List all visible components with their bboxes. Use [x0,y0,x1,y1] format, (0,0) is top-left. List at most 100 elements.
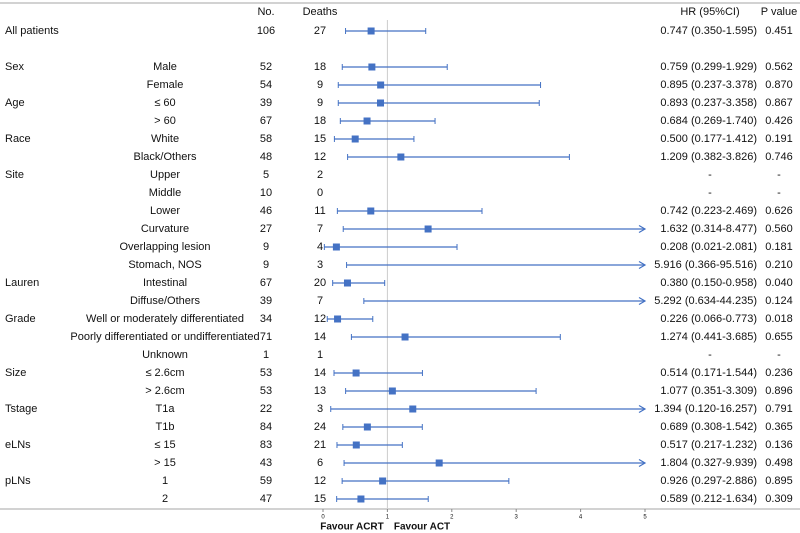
deaths-value: 7 [317,295,323,307]
n-value: 58 [260,133,272,145]
p-value: 0.210 [765,259,793,271]
x-tick-label: 1 [386,515,390,521]
subgroup-label: 1 [162,475,168,487]
x-tick-label: 2 [450,515,454,521]
header-n: No. [257,6,274,18]
group-label: Age [5,97,25,109]
p-value: - [777,187,781,199]
deaths-value: 11 [314,205,325,217]
hr-marker [424,225,432,233]
subgroup-label: > 60 [154,115,176,127]
hr-text: - [708,187,712,199]
x-tick-label: 3 [515,515,519,521]
n-value: 52 [260,61,272,73]
hr-text: 0.926 (0.297-2.886) [660,475,757,487]
subgroup-label: Overlapping lesion [119,241,210,253]
deaths-value: 6 [317,457,323,469]
hr-marker [401,333,409,341]
deaths-value: 3 [317,259,323,271]
subgroup-label: ≤ 2.6cm [145,367,184,379]
subgroup-label: Upper [150,169,180,181]
hr-marker [377,99,385,107]
hr-text: 0.689 (0.308-1.542) [660,421,757,433]
deaths-value: 24 [314,421,326,433]
hr-text: 1.209 (0.382-3.826) [660,151,757,163]
n-value: 67 [260,277,272,289]
hr-marker [352,369,360,377]
hr-marker [332,243,340,251]
n-value: 54 [260,79,272,91]
p-value: 0.426 [765,115,793,127]
hr-marker [343,279,351,287]
hr-text: 0.500 (0.177-1.412) [660,133,757,145]
hr-marker [409,405,417,413]
x-tick-label: 0 [321,515,325,521]
deaths-value: 4 [317,241,323,253]
subgroup-label: Unknown [142,349,188,361]
deaths-value: 12 [314,475,326,487]
p-value: 0.181 [765,241,793,253]
n-value: 106 [257,25,275,37]
n-value: 9 [263,259,269,271]
hr-text: 1.077 (0.351-3.309) [660,385,757,397]
p-value: 0.655 [765,331,793,343]
n-value: 67 [260,115,272,127]
hr-text: 0.893 (0.237-3.358) [660,97,757,109]
p-value: 0.236 [765,367,793,379]
p-value: - [777,169,781,181]
ci-arrow [638,296,647,306]
p-value: 0.896 [765,385,793,397]
subgroup-label: 2 [162,493,168,505]
n-value: 5 [263,169,269,181]
hr-text: 0.742 (0.223-2.469) [660,205,757,217]
deaths-value: 12 [314,313,326,325]
hr-text: - [708,169,712,181]
deaths-value: 20 [314,277,326,289]
subgroup-label: Male [153,61,177,73]
deaths-value: 9 [317,97,323,109]
n-value: 34 [260,313,272,325]
header-p: P value [761,6,798,18]
deaths-value: 7 [317,223,323,235]
hr-text: 1.274 (0.441-3.685) [660,331,757,343]
group-label: eLNs [5,439,31,451]
n-value: 27 [260,223,272,235]
subgroup-label: Intestinal [143,277,187,289]
x-tick-label: 4 [579,515,583,521]
hr-marker [357,495,365,503]
hr-text: 0.747 (0.350-1.595) [660,25,757,37]
subgroup-label: Lower [150,205,180,217]
hr-marker [334,315,342,323]
deaths-value: 13 [314,385,326,397]
p-value: 0.895 [765,475,793,487]
hr-text: 5.292 (0.634-44.235) [654,295,757,307]
n-value: 43 [260,457,272,469]
hr-text: 1.632 (0.314-8.477) [660,223,757,235]
hr-text: 0.514 (0.171-1.544) [660,367,757,379]
n-value: 48 [260,151,272,163]
hr-text: 0.895 (0.237-3.378) [660,79,757,91]
p-value: 0.746 [765,151,793,163]
hr-text: 0.208 (0.021-2.081) [660,241,757,253]
hr-text: 0.517 (0.217-1.232) [660,439,757,451]
p-value: 0.136 [765,439,793,451]
hr-marker [363,117,371,125]
hr-marker [397,153,405,161]
header-hr: HR (95%CI) [680,6,739,18]
deaths-value: 14 [314,367,326,379]
subgroup-label: T1b [156,421,175,433]
n-value: 9 [263,241,269,253]
hr-text: 0.759 (0.299-1.929) [660,61,757,73]
n-value: 10 [260,187,272,199]
group-label: Grade [5,313,36,325]
hr-text: 0.380 (0.150-0.958) [660,277,757,289]
header-deaths: Deaths [303,6,338,18]
x-tick-label: 5 [643,515,647,521]
deaths-value: 27 [314,25,326,37]
deaths-value: 3 [317,403,323,415]
subgroup-label: Stomach, NOS [128,259,201,271]
subgroup-label: T1a [156,403,176,415]
hr-marker [367,27,375,35]
n-value: 83 [260,439,272,451]
p-value: 0.124 [765,295,793,307]
